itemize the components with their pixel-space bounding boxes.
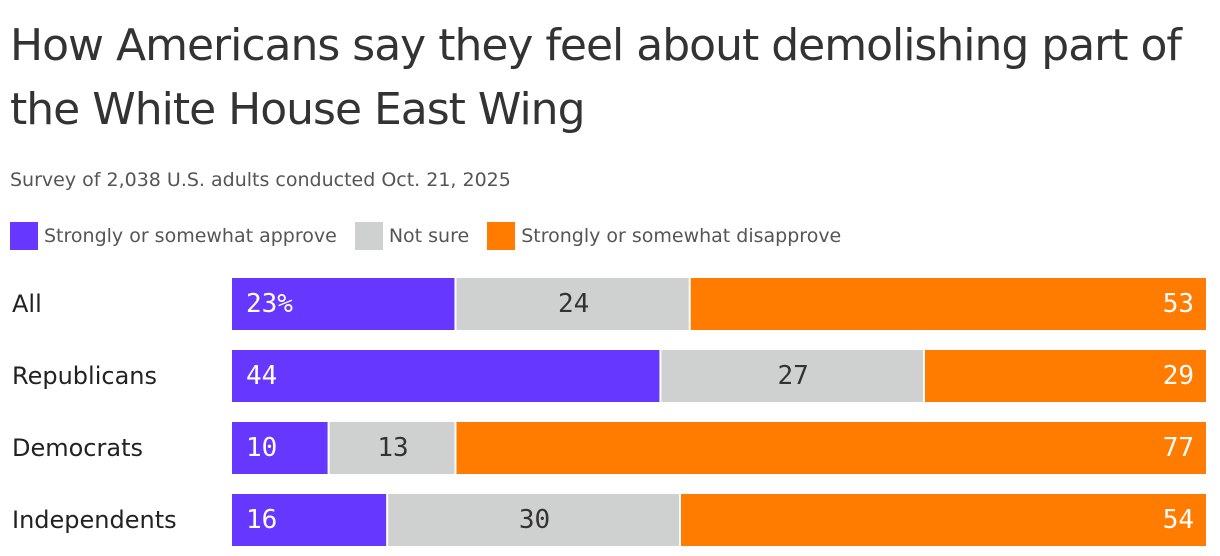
chart-title: How Americans say they feel about demoli… xyxy=(10,20,1182,135)
data-label-democrats-strongly-or-somewhat-disapprove: 77 xyxy=(1163,433,1194,463)
legend-item-disapprove: Strongly or somewhat disapprove xyxy=(487,222,841,250)
legend-swatch-not-sure xyxy=(354,222,383,250)
legend-swatch-disapprove xyxy=(487,222,516,250)
category-label-independents: Independents xyxy=(12,506,177,534)
data-label-independents-strongly-or-somewhat-disapprove: 54 xyxy=(1163,505,1194,535)
bar-segment-republicans-not-sure xyxy=(661,350,923,402)
bar-segment-independents-strongly-or-somewhat-disapprove xyxy=(680,494,1206,546)
legend-item-not-sure: Not sure xyxy=(354,222,470,250)
data-label-independents-strongly-or-somewhat-approve: 16 xyxy=(246,505,277,535)
data-label-democrats-not-sure: 13 xyxy=(377,433,408,463)
category-label-republicans: Republicans xyxy=(12,362,157,390)
category-label-democrats: Democrats xyxy=(12,434,143,462)
data-label-republicans-not-sure: 27 xyxy=(778,361,809,391)
stacked-bar-chart-svg: All 23% 24 53 Republicans 44 27 29 Democrats 10 13… xyxy=(12,278,1207,546)
bar-segment-all-not-sure xyxy=(456,278,689,330)
bar-segment-democrats-strongly-or-somewhat-approve xyxy=(232,422,328,474)
stacked-bar-chart: All 23% 24 53 Republicans 44 27 29 Democrats 10 13… xyxy=(0,260,1220,556)
data-label-all-not-sure: 24 xyxy=(558,289,589,319)
bar-segment-independents-not-sure xyxy=(388,494,679,546)
data-label-all-strongly-or-somewhat-approve: 23% xyxy=(246,289,293,319)
legend-label-approve: Strongly or somewhat approve xyxy=(44,225,337,247)
data-label-all-strongly-or-somewhat-disapprove: 53 xyxy=(1163,289,1194,319)
legend-label-disapprove: Strongly or somewhat disapprove xyxy=(521,225,842,247)
data-label-independents-not-sure: 30 xyxy=(519,505,550,535)
bar-segment-democrats-not-sure xyxy=(329,422,455,474)
bar-segment-republicans-strongly-or-somewhat-disapprove xyxy=(924,350,1206,402)
bar-segment-independents-strongly-or-somewhat-approve xyxy=(232,494,387,546)
legend-item-approve: Strongly or somewhat approve xyxy=(10,222,337,250)
data-label-republicans-strongly-or-somewhat-approve: 44 xyxy=(246,361,277,391)
bar-segment-all-strongly-or-somewhat-approve xyxy=(232,278,455,330)
bar-segment-all-strongly-or-somewhat-disapprove xyxy=(690,278,1206,330)
category-label-all: All xyxy=(12,290,42,318)
chart-legend: Strongly or somewhat approve Not sure St… xyxy=(10,222,859,250)
bar-segment-democrats-strongly-or-somewhat-disapprove xyxy=(456,422,1207,474)
legend-label-not-sure: Not sure xyxy=(388,225,470,247)
legend-swatch-approve xyxy=(10,222,38,250)
data-label-democrats-strongly-or-somewhat-approve: 10 xyxy=(246,433,277,463)
data-label-republicans-strongly-or-somewhat-disapprove: 29 xyxy=(1163,361,1194,391)
bar-segment-republicans-strongly-or-somewhat-approve xyxy=(232,350,660,402)
chart-subtitle: Survey of 2,038 U.S. adults conducted Oc… xyxy=(10,169,511,191)
